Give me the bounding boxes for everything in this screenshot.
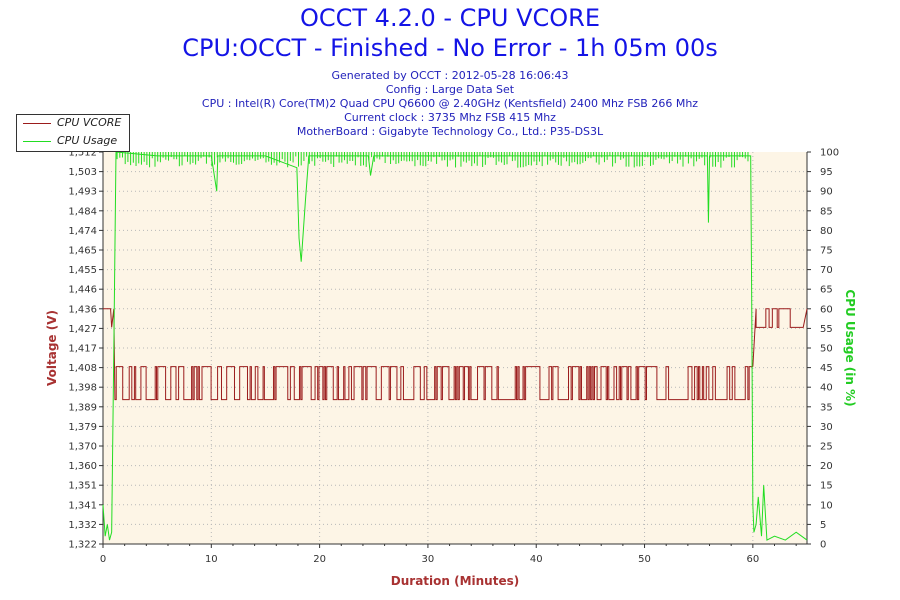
- legend-item-vcore: CPU VCORE: [17, 115, 129, 131]
- y-right-tick-label: 15: [820, 481, 833, 492]
- y-left-tick-label: 1,332: [68, 520, 97, 531]
- y-left-tick-label: 1,484: [68, 206, 97, 217]
- legend-label-usage: CPU Usage: [57, 134, 118, 147]
- x-tick-label: 50: [638, 554, 651, 565]
- y-right-tick-label: 50: [820, 344, 833, 355]
- y-right-tick-label: 55: [820, 324, 833, 335]
- info-clock: Current clock : 3735 Mhz FSB 415 Mhz: [344, 111, 556, 124]
- y-left-tick-label: 1,389: [68, 402, 97, 413]
- legend-swatch-vcore: [23, 123, 51, 124]
- y-left-tick-label: 1,360: [68, 461, 97, 472]
- y-right-tick-label: 0: [820, 540, 826, 551]
- x-tick-label: 20: [313, 554, 326, 565]
- y-right-tick-label: 35: [820, 402, 833, 413]
- legend-label-vcore: CPU VCORE: [57, 116, 122, 129]
- y-right-tick-label: 70: [820, 265, 833, 276]
- y-left-tick-label: 1,322: [68, 540, 97, 551]
- y-right-tick-label: 65: [820, 285, 833, 296]
- y-left-tick-label: 1,351: [68, 481, 97, 492]
- info-cpu: CPU : Intel(R) Core(TM)2 Quad CPU Q6600 …: [201, 97, 699, 110]
- y-left-tick-label: 1,341: [68, 500, 97, 511]
- info-config: Config : Large Data Set: [385, 83, 515, 96]
- vcore-line: [103, 308, 808, 401]
- y-right-tick-label: 75: [820, 246, 833, 257]
- y-right-tick-label: 95: [820, 167, 833, 178]
- y-left-tick-label: 1,408: [68, 363, 97, 374]
- legend-item-usage: CPU Usage: [17, 133, 129, 149]
- y-left-tick-label: 1,417: [68, 344, 97, 355]
- info-motherboard: MotherBoard : Gigabyte Technology Co., L…: [296, 125, 604, 138]
- x-axis-title: Duration (Minutes): [391, 574, 519, 588]
- y-left-tick-label: 1,503: [68, 167, 97, 178]
- x-tick-label: 40: [530, 554, 543, 565]
- y-right-tick-label: 80: [820, 226, 833, 237]
- chart-subtitle: CPU:OCCT - Finished - No Error - 1h 05m …: [182, 34, 718, 62]
- y-right-tick-label: 45: [820, 363, 833, 374]
- x-tick-label: 30: [422, 554, 435, 565]
- y-right-tick-label: 10: [820, 500, 833, 511]
- info-generated: Generated by OCCT : 2012-05-28 16:06:43: [331, 69, 569, 82]
- y-right-axis-title: CPU Usage (in %): [843, 289, 857, 406]
- y-right-tick-label: 85: [820, 206, 833, 217]
- y-left-tick-label: 1,398: [68, 383, 97, 394]
- x-tick-label: 60: [746, 554, 759, 565]
- y-left-tick-label: 1,474: [68, 226, 97, 237]
- y-left-tick-label: 1,370: [68, 442, 97, 453]
- y-right-tick-label: 25: [820, 442, 833, 453]
- y-left-tick-label: 1,465: [68, 246, 97, 257]
- y-left-axis-title: Voltage (V): [45, 310, 59, 386]
- y-right-tick-label: 60: [820, 304, 833, 315]
- y-left-tick-label: 1,512: [68, 148, 97, 159]
- x-tick-label: 0: [100, 554, 106, 565]
- legend-swatch-usage: [23, 141, 51, 142]
- y-right-tick-label: 100: [820, 148, 839, 159]
- y-left-tick-label: 1,436: [68, 304, 97, 315]
- y-left-tick-label: 1,455: [68, 265, 97, 276]
- y-left-tick-label: 1,446: [68, 285, 97, 296]
- y-left-tick-label: 1,379: [68, 422, 97, 433]
- y-left-tick-label: 1,427: [68, 324, 97, 335]
- y-right-tick-label: 40: [820, 383, 833, 394]
- y-left-tick-label: 1,493: [68, 187, 97, 198]
- y-right-tick-label: 90: [820, 187, 833, 198]
- y-right-tick-label: 30: [820, 422, 833, 433]
- x-tick-label: 10: [205, 554, 218, 565]
- y-right-tick-label: 20: [820, 461, 833, 472]
- chart-title: OCCT 4.2.0 - CPU VCORE: [299, 4, 600, 32]
- legend: CPU VCORE CPU Usage: [16, 114, 130, 152]
- y-right-tick-label: 5: [820, 520, 826, 531]
